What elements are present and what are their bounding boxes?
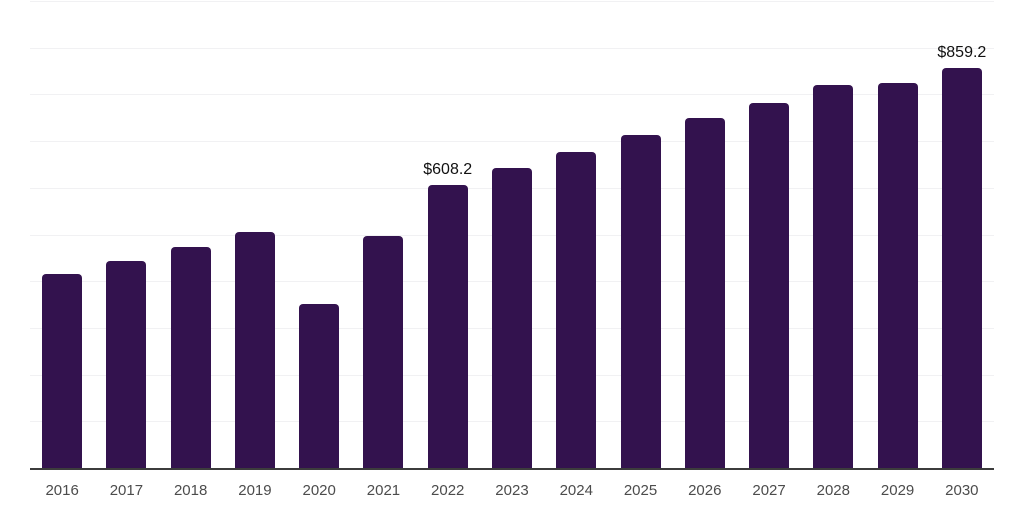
x-tick-label-2029: 2029 xyxy=(880,482,915,499)
bar-column-2029 xyxy=(865,2,929,469)
bar-column-2016 xyxy=(30,2,94,469)
bar-2028 xyxy=(813,84,854,469)
gridline xyxy=(30,141,994,143)
x-tick-label-2030: 2030 xyxy=(945,482,979,499)
gridline xyxy=(30,1,994,2)
bar-column-2030: $859.2 xyxy=(930,2,994,469)
x-tick-label-2017: 2017 xyxy=(109,482,144,499)
bar-2026 xyxy=(684,118,725,469)
bar-2027 xyxy=(749,102,790,469)
x-tick-label-2023: 2023 xyxy=(495,482,529,499)
x-axis-labels: 2016 2017 2018 2019 2020 2021 2022 2023 2024 2025… xyxy=(30,481,994,501)
x-tick-label-2028: 2028 xyxy=(816,482,850,499)
x-tick-label-2020: 2020 xyxy=(302,482,336,499)
bar-2025 xyxy=(620,134,661,469)
x-tick-label-2026: 2026 xyxy=(688,482,722,499)
x-tick-label-2022: 2022 xyxy=(431,482,465,499)
bar-2024 xyxy=(556,151,597,469)
bar-2016 xyxy=(42,273,83,469)
plot-area: $608.2 $859.2 xyxy=(30,1,994,469)
x-tick-label-2018: 2018 xyxy=(173,482,208,499)
bar-column-2017 xyxy=(94,2,158,469)
bar-column-2019 xyxy=(223,2,287,469)
bar-column-2021 xyxy=(351,2,415,469)
x-tick-label-2019: 2019 xyxy=(238,482,272,499)
bar-2021 xyxy=(363,235,404,469)
bar-column-2022: $608.2 xyxy=(416,2,480,469)
bar-column-2028 xyxy=(801,2,865,469)
gridline xyxy=(30,94,994,96)
x-tick-label-2024: 2024 xyxy=(559,482,593,499)
bar-column-2026 xyxy=(673,2,737,469)
data-label-2030: $859.2 xyxy=(937,43,987,61)
x-tick-label-2027: 2027 xyxy=(752,482,786,499)
bar-2029 xyxy=(877,82,918,469)
bar-column-2027 xyxy=(737,2,801,469)
bar-2019 xyxy=(234,231,275,469)
gridline xyxy=(30,47,994,49)
bar-2020 xyxy=(299,303,340,469)
bar-column-2018 xyxy=(159,2,223,469)
bar-column-2025 xyxy=(608,2,672,469)
bar-2017 xyxy=(106,260,147,469)
bar-column-2023 xyxy=(480,2,544,469)
x-tick-label-2025: 2025 xyxy=(623,482,658,499)
x-axis-line xyxy=(30,468,994,470)
data-label-2022: $608.2 xyxy=(423,160,473,178)
bar-2018 xyxy=(170,246,211,469)
x-tick-label-2021: 2021 xyxy=(366,482,401,499)
x-tick-label-2016: 2016 xyxy=(45,482,79,499)
bar-2022 xyxy=(427,184,468,469)
bar-2030 xyxy=(941,67,982,469)
bar-column-2024 xyxy=(544,2,608,469)
bar-series: $608.2 $859.2 xyxy=(30,2,994,469)
bar-2023 xyxy=(491,167,532,469)
bar-column-2020 xyxy=(287,2,351,469)
